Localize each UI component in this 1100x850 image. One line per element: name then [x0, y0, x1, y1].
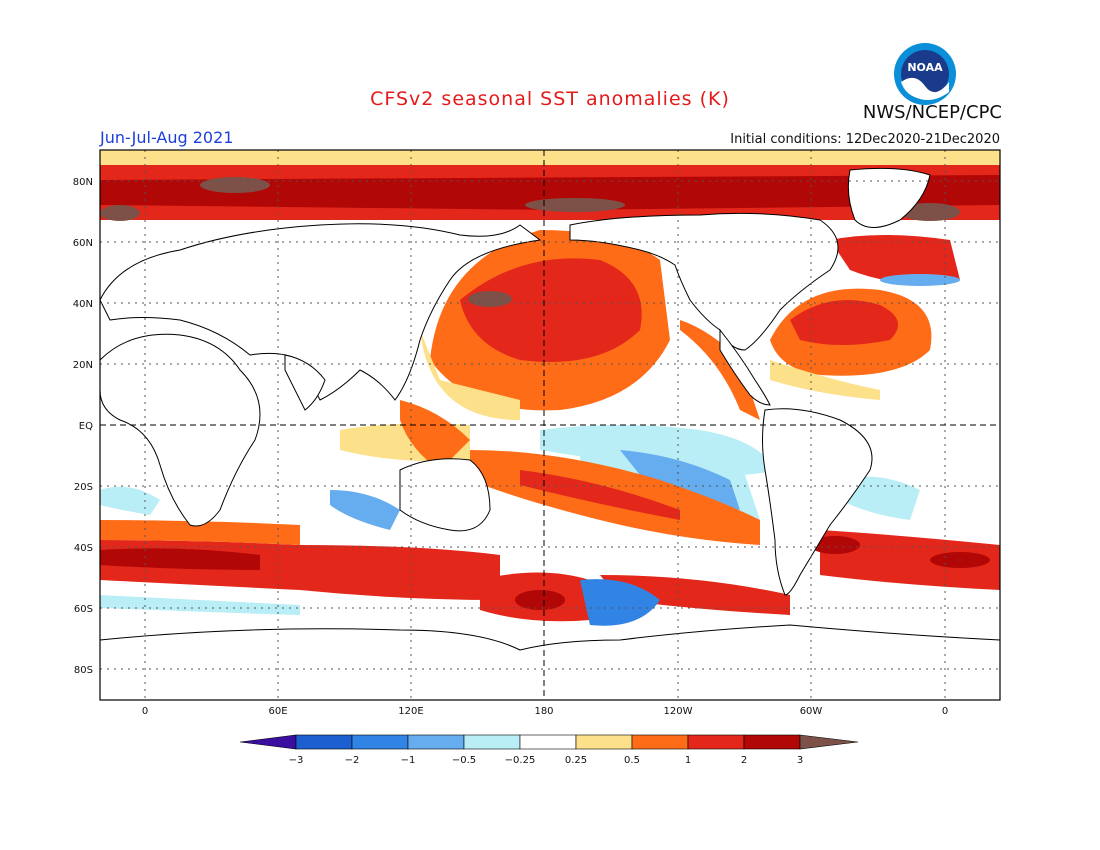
colorbar-tick-label: −1: [401, 755, 416, 766]
antarctica-shape: [100, 624, 1000, 700]
colorbar-swatch: [463, 734, 521, 750]
lat-label: 40N: [73, 299, 93, 310]
lon-label: 120W: [664, 706, 693, 717]
colorbar-swatch: [631, 734, 689, 750]
svg-text:NOAA: NOAA: [907, 61, 943, 74]
lat-label: 80S: [74, 665, 93, 676]
colorbar-tick-label: −2: [345, 755, 360, 766]
colorbar-swatch: [407, 734, 465, 750]
lat-label: EQ: [79, 421, 93, 432]
south-america-shape: [762, 408, 873, 596]
equator-dateline: [100, 150, 1000, 700]
lon-label: 180: [534, 706, 553, 717]
anomaly-fields: [100, 150, 1000, 626]
noaa-logo-icon: NOAA: [894, 43, 956, 105]
colorbar: −3 −2 −1 −0.5 −0.25 0.25 0.5 1 2 3: [239, 734, 859, 766]
africa-shape: [100, 333, 261, 527]
lat-labels: 80N 60N 40N 20N EQ 20S 40S 60S 80S: [73, 177, 93, 676]
colorbar-swatch: [743, 734, 801, 750]
lat-label: 80N: [73, 177, 93, 188]
colorbar-arrow-high: [799, 734, 859, 750]
colorbar-tick-label: −0.25: [505, 755, 536, 766]
lat-label: 20N: [73, 360, 93, 371]
graticule: [100, 150, 1000, 700]
lon-label: 120E: [398, 706, 423, 717]
colorbar-arrow-low: [239, 734, 297, 750]
colorbar-swatch: [351, 734, 409, 750]
greenland-shape: [847, 167, 931, 228]
colorbar-tick-label: 1: [685, 755, 691, 766]
north-america-shape: [569, 212, 839, 351]
lon-label: 60E: [268, 706, 287, 717]
map-frame: [99, 149, 1001, 701]
lon-labels: 0 60E 120E 180 120W 60W 0: [142, 706, 948, 717]
australia-shape: [399, 458, 491, 532]
colorbar-tick-label: 3: [797, 755, 803, 766]
continents: [100, 167, 1000, 700]
lon-label: 60W: [800, 706, 823, 717]
colorbar-swatch: [575, 734, 633, 750]
colorbar-tick-label: −3: [289, 755, 304, 766]
lat-label: 20S: [74, 482, 93, 493]
colorbar-tick-label: 2: [741, 755, 747, 766]
colorbar-tick-label: 0.5: [624, 755, 640, 766]
lat-label: 60S: [74, 604, 93, 615]
eurasia-shape: [100, 223, 542, 401]
colorbar-tick-label: 0.25: [565, 755, 587, 766]
forecast-period: Jun-Jul-Aug 2021: [100, 128, 234, 147]
lat-label: 40S: [74, 543, 93, 554]
organization-label: NWS/NCEP/CPC: [862, 102, 1002, 123]
lon-label: 0: [942, 706, 948, 717]
initial-conditions-label: Initial conditions: 12Dec2020-21Dec2020: [730, 132, 1000, 147]
lon-label: 0: [142, 706, 148, 717]
colorbar-swatch: [687, 734, 745, 750]
central-america-shape: [719, 328, 771, 406]
colorbar-swatch: [295, 734, 353, 750]
lat-label: 60N: [73, 238, 93, 249]
colorbar-tick-label: −0.5: [452, 755, 476, 766]
colorbar-swatch: [519, 734, 577, 750]
india-shape: [284, 354, 326, 411]
map-title: CFSv2 seasonal SST anomalies (K): [370, 88, 730, 110]
